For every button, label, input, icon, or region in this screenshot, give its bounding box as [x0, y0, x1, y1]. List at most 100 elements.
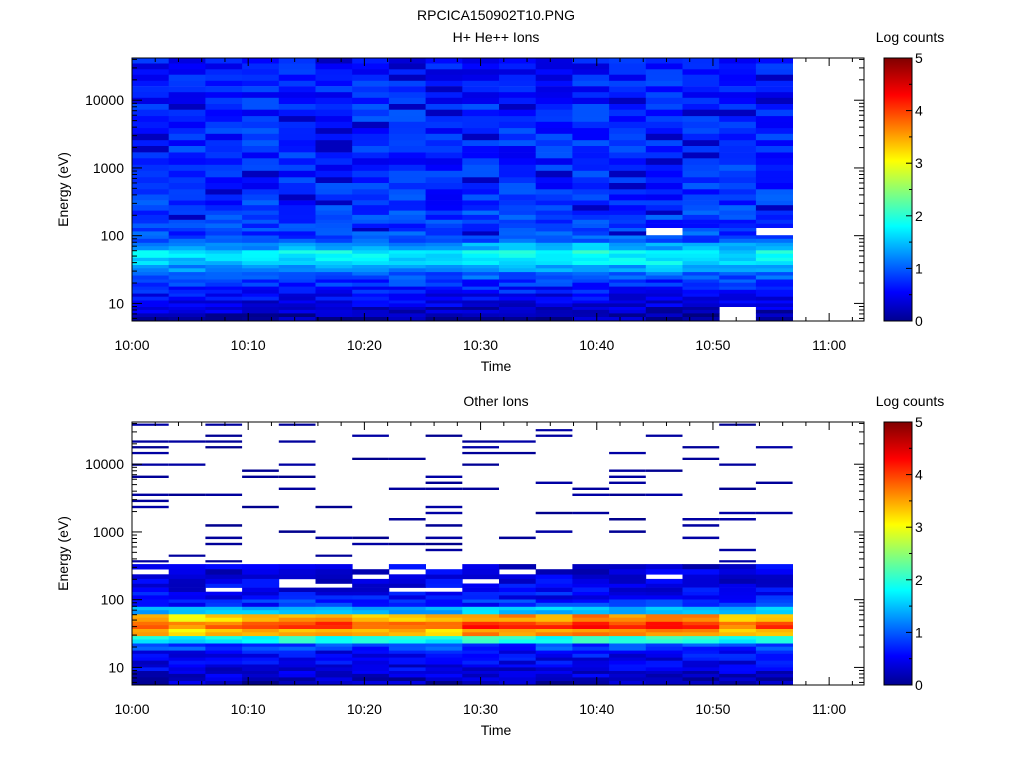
heatmap-cell [132, 610, 170, 615]
heatmap-cell [645, 242, 683, 247]
heatmap-cell [352, 457, 389, 460]
heatmap-cell [609, 664, 647, 668]
heatmap-cell [352, 183, 390, 190]
heatmap-cell [132, 257, 170, 262]
heatmap-cell [205, 139, 243, 147]
heatmap-cell [535, 313, 573, 318]
heatmap-cell [278, 282, 316, 287]
heatmap-cell [168, 68, 206, 75]
heatmap-cell [352, 289, 390, 294]
heatmap-cell [388, 646, 426, 651]
heatmap-cell [425, 214, 463, 220]
heatmap-cell [755, 103, 793, 110]
heatmap-cell [132, 677, 170, 682]
heatmap-cell [535, 657, 573, 661]
heatmap-cell [168, 606, 206, 611]
heatmap-cell [132, 214, 170, 220]
heatmap-cell [242, 595, 280, 600]
heatmap-cell [168, 595, 206, 600]
heatmap-cell [132, 250, 170, 255]
heatmap-cell [719, 200, 757, 206]
heatmap-cell [278, 231, 316, 236]
x-tick-label: 10:50 [695, 701, 730, 717]
heatmap-cell [609, 177, 647, 184]
heatmap-cell [205, 80, 243, 87]
heatmap-cell [352, 595, 390, 600]
heatmap-cell [168, 610, 206, 615]
heatmap-cell [242, 86, 280, 93]
heatmap-cell [132, 574, 170, 580]
heatmap-cell [425, 158, 463, 165]
heatmap-cell [168, 257, 206, 262]
heatmap-cell [315, 657, 353, 661]
heatmap-cell [168, 578, 206, 584]
heatmap-cell [755, 68, 793, 75]
heatmap-cell [242, 158, 280, 165]
heatmap-cell [388, 227, 426, 232]
heatmap-cell [278, 610, 316, 615]
heatmap-cell [388, 219, 426, 224]
heatmap-cell [682, 306, 720, 311]
heatmap-cell [132, 309, 170, 314]
heatmap-cell [388, 306, 426, 311]
heatmap-cell [755, 587, 793, 592]
heatmap-cell [755, 127, 793, 135]
heatmap-cell [719, 177, 757, 184]
heatmap-cell [499, 63, 537, 70]
heatmap-cell [609, 451, 646, 455]
heatmap-cell [168, 63, 206, 70]
heatmap-cell [572, 279, 610, 284]
heatmap-cell [609, 214, 647, 220]
heatmap-cell [609, 681, 647, 686]
heatmap-cell [499, 614, 537, 619]
heatmap-cell [609, 205, 647, 211]
heatmap-cell [425, 317, 463, 322]
heatmap-cell [352, 152, 390, 159]
heatmap-cell [205, 91, 243, 99]
heatmap-cell [609, 493, 646, 496]
heatmap-cell [609, 271, 647, 276]
heatmap-cell [609, 657, 647, 661]
heatmap-cell [645, 250, 683, 255]
heatmap-cell [499, 646, 537, 651]
heatmap-cell [352, 664, 390, 668]
heatmap-cell [205, 271, 243, 276]
heatmap-cell [535, 681, 573, 686]
heatmap-cell [388, 133, 426, 141]
heatmap-cell [242, 660, 280, 665]
heatmap-cell [278, 440, 316, 443]
heatmap-cell [645, 614, 683, 619]
heatmap-cell [315, 235, 353, 240]
heatmap-cell [719, 628, 757, 633]
heatmap-cell [645, 200, 683, 206]
heatmap-cell [388, 210, 426, 216]
heatmap-cell [315, 242, 353, 247]
heatmap-cell [168, 673, 206, 678]
heatmap-cell [352, 536, 389, 540]
heatmap-cell [168, 170, 206, 178]
heatmap-cell [242, 97, 280, 104]
heatmap-cell [205, 235, 243, 240]
heatmap-cell [572, 632, 610, 637]
heatmap-cell [535, 646, 573, 651]
heatmap-cell [388, 268, 426, 273]
heatmap-cell [572, 80, 610, 87]
heatmap-cell [755, 309, 793, 314]
heatmap-cell [609, 635, 647, 640]
y-tick-label: 1000 [93, 160, 124, 176]
heatmap-cell [425, 681, 463, 686]
heatmap-cell [719, 268, 757, 273]
heatmap-cell [755, 610, 793, 615]
heatmap-cell [388, 574, 426, 580]
heatmap-cell [535, 481, 573, 484]
heatmap-cell [609, 643, 647, 648]
heatmap-cell [425, 610, 463, 615]
heatmap-cell [499, 257, 537, 262]
heatmap-cell [388, 231, 426, 236]
heatmap-cell [535, 595, 573, 600]
heatmap-cell [719, 602, 757, 607]
heatmap-cell [755, 673, 793, 678]
heatmap-cell [205, 306, 243, 311]
heatmap-cell [132, 499, 169, 503]
heatmap-cell [205, 133, 243, 141]
